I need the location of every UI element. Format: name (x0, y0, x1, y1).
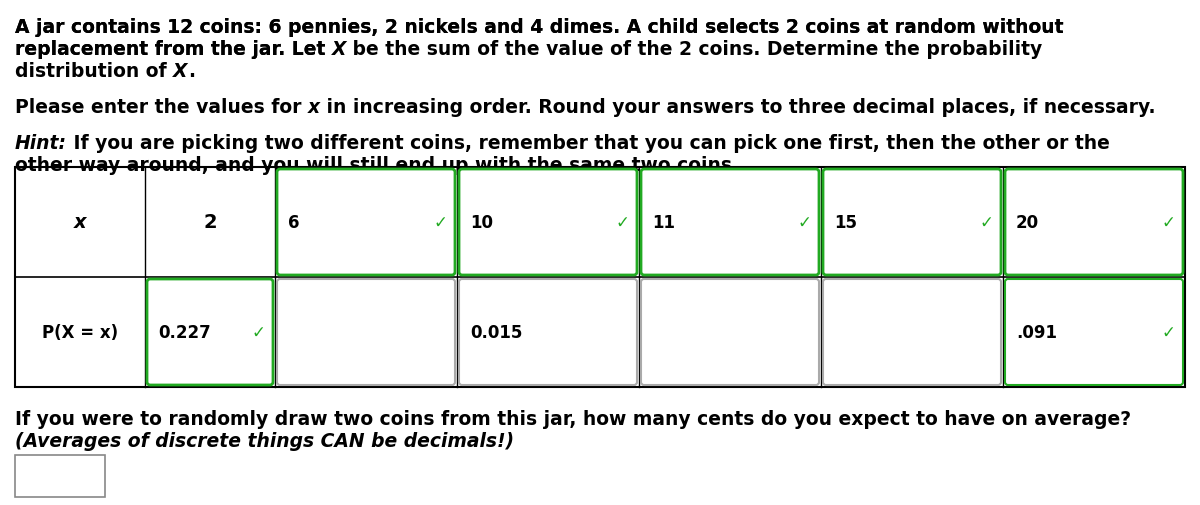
Text: Hint:: Hint: (14, 134, 67, 153)
Text: X: X (332, 40, 347, 59)
Text: distribution of: distribution of (14, 62, 173, 81)
Text: ✓: ✓ (616, 214, 629, 231)
Text: X: X (173, 62, 187, 81)
Text: ✓: ✓ (797, 214, 811, 231)
Text: ✓: ✓ (1162, 214, 1175, 231)
FancyBboxPatch shape (823, 279, 1001, 385)
Text: 2: 2 (203, 213, 217, 232)
Text: ✓: ✓ (433, 214, 446, 231)
Bar (14, 455, 106, 497)
Text: ✓: ✓ (979, 214, 994, 231)
Text: If you are picking two different coins, remember that you can pick one first, th: If you are picking two different coins, … (67, 134, 1110, 153)
Text: P(X = x): P(X = x) (42, 323, 118, 341)
FancyBboxPatch shape (823, 170, 1001, 275)
Text: replacement from the jar. Let: replacement from the jar. Let (14, 40, 332, 59)
Text: A jar contains 12 coins: 6 pennies, 2 nickels and 4 dimes. A child selects 2 coi: A jar contains 12 coins: 6 pennies, 2 ni… (14, 18, 1063, 37)
Text: ✓: ✓ (251, 323, 265, 341)
Bar (14, 168, 1186, 387)
FancyBboxPatch shape (1006, 279, 1183, 385)
Text: 11: 11 (652, 214, 674, 231)
FancyBboxPatch shape (641, 170, 818, 275)
FancyBboxPatch shape (458, 170, 637, 275)
Text: If you were to randomly draw two coins from this jar, how many cents do you expe: If you were to randomly draw two coins f… (14, 409, 1132, 428)
Text: 10: 10 (470, 214, 493, 231)
FancyBboxPatch shape (1006, 170, 1183, 275)
Text: 0.015: 0.015 (470, 323, 522, 341)
FancyBboxPatch shape (458, 279, 637, 385)
Text: other way around, and you will still end up with the same two coins.: other way around, and you will still end… (14, 156, 739, 175)
Text: .091: .091 (1016, 323, 1057, 341)
Text: replacement from the jar. Let: replacement from the jar. Let (14, 40, 332, 59)
Text: ✓: ✓ (1162, 323, 1175, 341)
Text: x: x (308, 98, 320, 117)
Text: x: x (73, 213, 86, 232)
Text: 6: 6 (288, 214, 300, 231)
Text: in increasing order. Round your answers to three decimal places, if necessary.: in increasing order. Round your answers … (320, 98, 1156, 117)
Text: (Averages of discrete things CAN be decimals!): (Averages of discrete things CAN be deci… (14, 431, 514, 450)
Text: Please enter the values for: Please enter the values for (14, 98, 308, 117)
FancyBboxPatch shape (277, 170, 455, 275)
FancyBboxPatch shape (641, 279, 818, 385)
Text: 15: 15 (834, 214, 857, 231)
Text: 0.227: 0.227 (158, 323, 211, 341)
FancyBboxPatch shape (277, 279, 455, 385)
Text: .: . (187, 62, 194, 81)
Text: A jar contains 12 coins: 6 pennies, 2 nickels and 4 dimes. A child selects 2 coi: A jar contains 12 coins: 6 pennies, 2 ni… (14, 18, 1063, 37)
Text: 20: 20 (1016, 214, 1039, 231)
FancyBboxPatch shape (148, 279, 274, 385)
Text: be the sum of the value of the 2 coins. Determine the probability: be the sum of the value of the 2 coins. … (347, 40, 1043, 59)
